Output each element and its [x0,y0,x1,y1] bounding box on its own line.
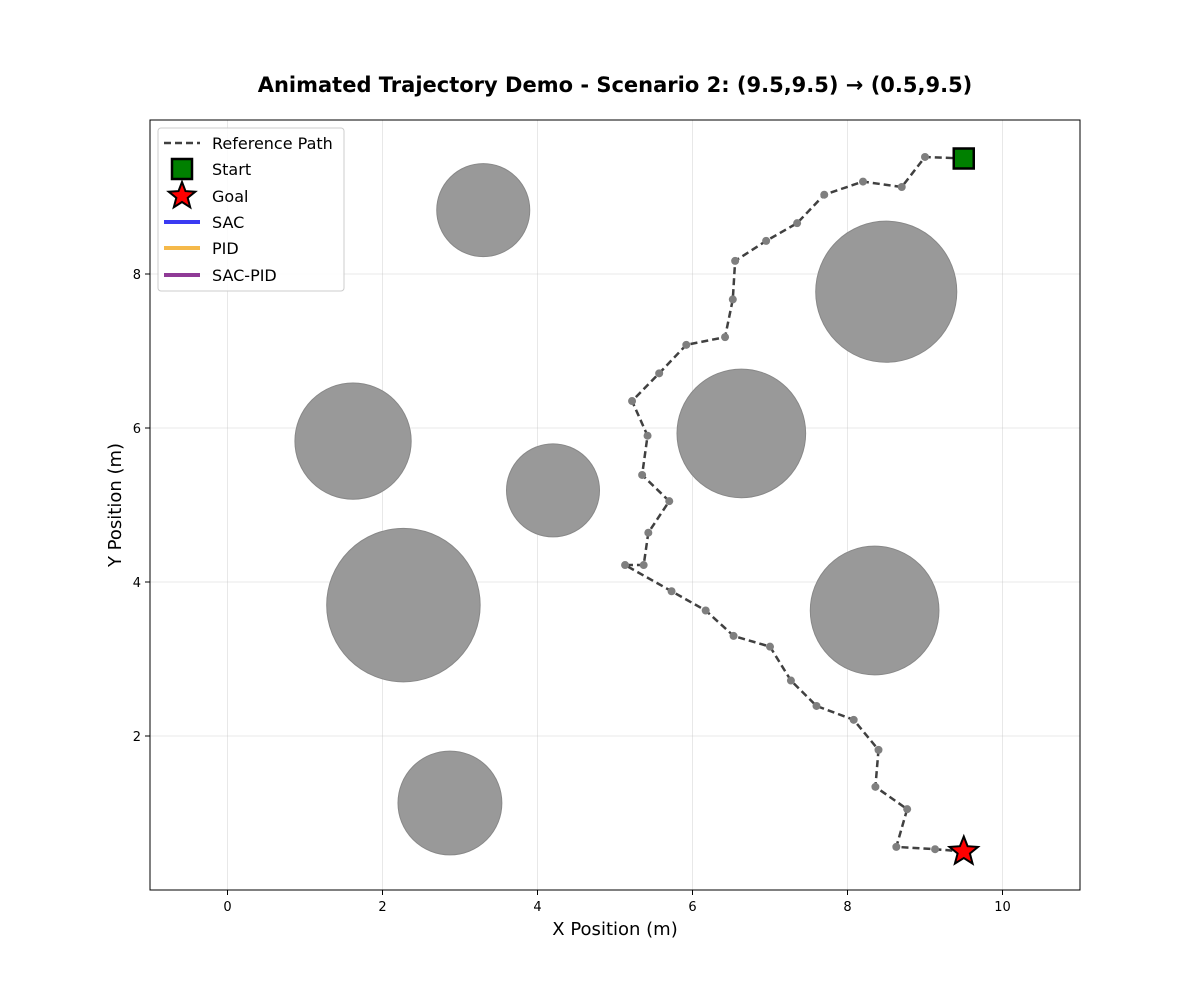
x-tick-label: 6 [688,900,696,915]
reference-path-line [623,155,964,853]
start-marker [952,147,975,170]
obstacle-3 [294,382,412,500]
reference-path-point [644,528,653,537]
trajectory-series [621,152,964,854]
reference-path-point [628,397,637,406]
y-axis-ticks: 2 4 6 8 [133,268,150,745]
legend-sac-label: SAC [212,213,244,232]
reference-path-point [621,561,630,570]
reference-path-point [931,845,940,854]
obstacle-7 [809,545,940,676]
reference-path-point [903,805,912,814]
reference-path-point [729,631,738,640]
x-tick-label: 2 [378,900,386,915]
y-tick-label: 2 [133,730,141,745]
reference-path-point [892,842,901,851]
reference-path-point [874,745,883,754]
legend-reference-path-label: Reference Path [212,134,333,153]
legend-box [157,127,345,292]
legend-sac-pid-label: SAC-PID [212,266,277,285]
x-tick-label: 4 [533,900,541,915]
reference-path-point [812,701,821,710]
legend-start-label: Start [212,160,251,179]
reference-path-point [859,177,867,186]
y-tick-label: 4 [133,576,141,591]
reference-path-point [667,587,676,596]
x-tick-label: 0 [223,900,231,915]
reference-path-point [639,561,648,570]
obstacles [294,163,958,856]
x-tick-label: 10 [994,900,1011,915]
reference-path-point [820,190,829,199]
reference-path-point [786,676,795,685]
reference-path-point [701,606,710,615]
reference-path-point [762,236,771,245]
reference-path-point [766,642,774,651]
endpoint-markers [946,147,981,866]
obstacle-5 [676,368,807,499]
reference-path-point [871,782,880,791]
y-tick-label: 6 [133,422,141,437]
reference-path-point [655,369,664,378]
reference-path-point [643,431,652,440]
reference-path-point [665,497,674,506]
chart-title: Animated Trajectory Demo - Scenario 2: (… [258,73,973,97]
legend-goal-swatch [166,179,198,210]
reference-path-point [728,295,737,304]
obstacle-8 [397,750,503,856]
obstacle-1 [436,163,531,258]
legend: Reference Path Start Goal SAC PID SAC-PID [157,127,345,292]
obstacle-2 [815,220,958,363]
legend-goal-label: Goal [212,187,248,206]
goal-marker [946,833,981,866]
y-tick-label: 8 [133,268,141,283]
reference-path-point [921,152,929,161]
reference-path-point [721,333,730,342]
legend-pid-label: PID [212,239,239,258]
obstacle-4 [506,443,600,538]
reference-path-point [731,256,740,265]
plot-frame [149,119,1081,891]
legend-start-swatch [170,157,194,181]
reference-path-point [849,715,858,724]
x-axis-ticks: 0 2 4 6 8 10 [223,890,1011,915]
reference-path-point [897,182,906,191]
obstacle-6 [326,527,481,683]
x-axis-label: X Position (m) [552,919,677,940]
y-axis-label: Y Position (m) [105,443,126,568]
reference-path-point [638,470,647,479]
reference-path-point [682,340,691,349]
x-tick-label: 8 [843,900,851,915]
reference-path-point [793,219,802,228]
